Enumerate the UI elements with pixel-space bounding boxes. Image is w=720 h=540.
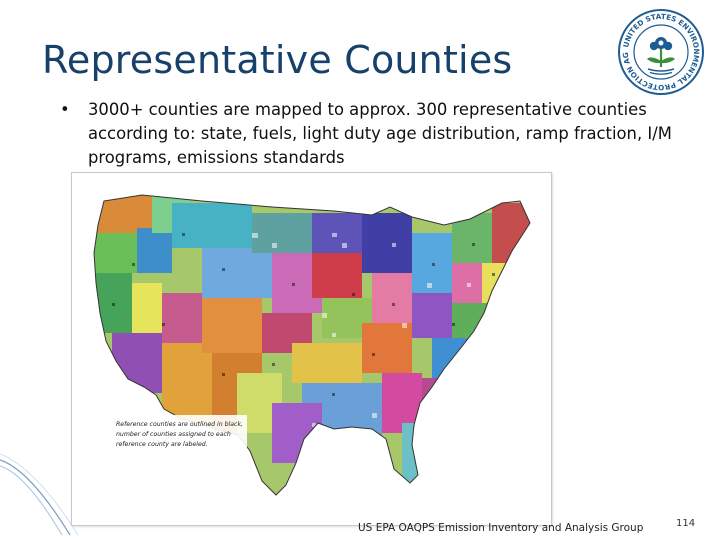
map-legend-box (112, 415, 247, 457)
map-legend-line: Reference counties are outlined in black… (116, 420, 243, 428)
bullet-text: 3000+ counties are mapped to approx. 300… (88, 100, 672, 167)
epa-seal-icon: UNITED STATES ENVIRONMENTAL PROTECTION A… (614, 2, 704, 95)
slide-title: Representative Counties (42, 38, 513, 82)
us-counties-map: Reference counties are outlined in black… (71, 172, 552, 526)
page-number: 114 (676, 518, 696, 529)
bullet-marker: • (60, 100, 70, 119)
map-legend: Reference counties are outlined in black… (116, 420, 245, 448)
footer-text: US EPA OAQPS Emission Inventory and Anal… (358, 522, 644, 534)
map-regions (94, 195, 530, 495)
map-legend-line: reference county are labeled. (116, 440, 208, 448)
map-legend-line: number of counties assigned to each (116, 430, 231, 438)
corner-decoration (0, 440, 80, 540)
